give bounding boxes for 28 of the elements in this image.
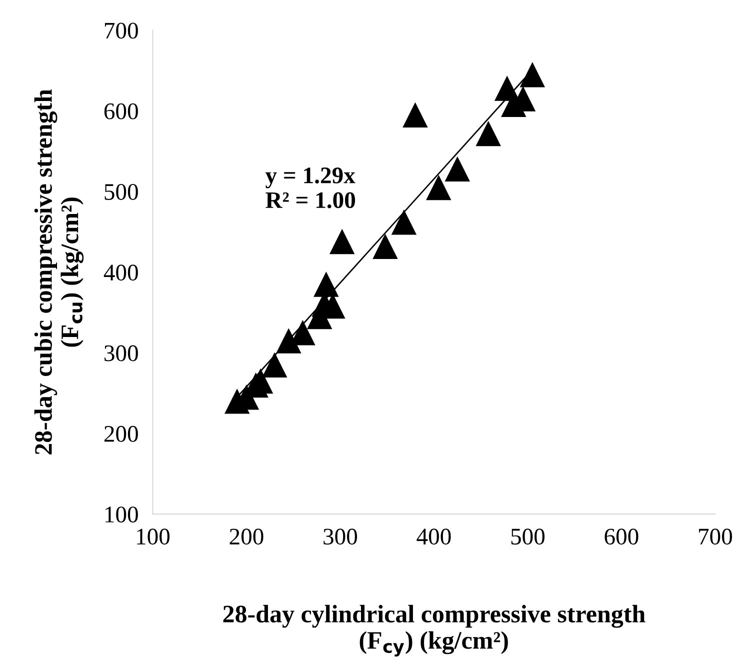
y-axis-title: 28-day cubic compressive strength (F$_{cu}$) (kg/cm²) bbox=[34, 89, 84, 454]
point bbox=[276, 328, 302, 354]
x-tick-label: 300 bbox=[324, 528, 358, 545]
point bbox=[402, 102, 428, 128]
y-tick-label: 700 bbox=[104, 22, 138, 39]
y-tick-label: 300 bbox=[104, 345, 138, 362]
x-tick-label: 100 bbox=[137, 528, 170, 545]
x-axis-title: 28-day cylindrical compressive strength (F$_{cy}$) (kg/cm²) bbox=[223, 604, 646, 657]
point bbox=[329, 228, 355, 254]
point bbox=[476, 120, 501, 146]
x-tick-label: 400 bbox=[416, 528, 451, 545]
annotation: y = 1.29x R² = 1.00 bbox=[265, 168, 356, 208]
point bbox=[426, 174, 452, 200]
x-tick-label: 500 bbox=[511, 528, 545, 545]
y-tick-label: 200 bbox=[104, 426, 138, 442]
y-tick-label: 600 bbox=[104, 103, 138, 120]
x-tick-label: 700 bbox=[699, 528, 732, 545]
point bbox=[444, 156, 470, 182]
point bbox=[520, 62, 546, 88]
point bbox=[262, 352, 288, 378]
y-tick-label: 100 bbox=[105, 506, 138, 523]
x-tick-label: 200 bbox=[230, 528, 264, 545]
y-tick-label: 400 bbox=[104, 264, 138, 281]
point bbox=[391, 210, 417, 235]
y-tick-label: 500 bbox=[104, 184, 138, 200]
point bbox=[372, 234, 398, 259]
point bbox=[314, 272, 339, 297]
x-tick-label: 600 bbox=[604, 528, 638, 545]
